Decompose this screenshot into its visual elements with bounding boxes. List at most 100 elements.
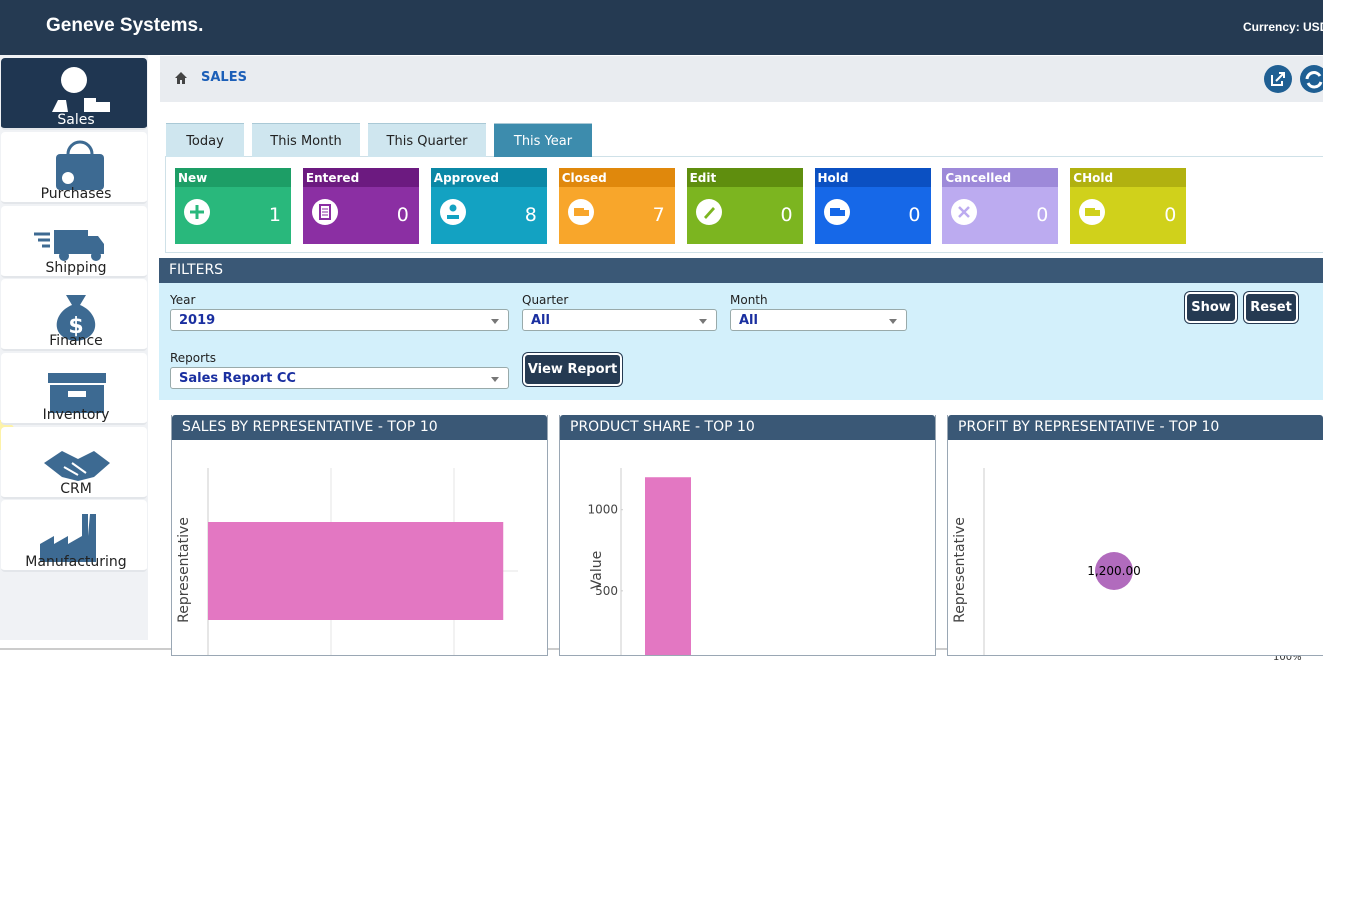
icon-shape xyxy=(91,251,101,261)
icon-shape xyxy=(88,236,104,254)
nav-icon: $ xyxy=(56,295,96,341)
icon-shape xyxy=(439,199,466,225)
nav-label: Finance xyxy=(49,333,103,349)
bar xyxy=(645,477,691,655)
nav-item[interactable]: CRM xyxy=(1,427,147,499)
filter-select[interactable]: All xyxy=(730,309,907,331)
bar xyxy=(208,522,504,620)
tab[interactable]: Today xyxy=(166,123,244,157)
status-card-icon xyxy=(823,199,850,225)
status-card-name: Approved xyxy=(430,168,547,187)
status-card-count: 0 xyxy=(908,204,921,226)
nav-item[interactable]: Shipping xyxy=(1,206,147,278)
status-card-name: Entered xyxy=(302,168,419,187)
breadcrumb-bar xyxy=(160,56,1323,102)
y-axis-label: Representative xyxy=(952,517,968,623)
nav-icon xyxy=(52,67,110,112)
icon-shape xyxy=(829,208,840,216)
status-card-name: Closed xyxy=(558,168,675,187)
chart-panel: SALES BY REPRESENTATIVE - TOP 10 Represen… xyxy=(171,415,548,656)
status-card-icon xyxy=(439,199,466,225)
icon-shape xyxy=(34,232,50,248)
nav-icon xyxy=(34,230,104,261)
chart: Representative 1,200.00 xyxy=(952,468,1141,655)
status-card[interactable]: Approved 8 xyxy=(430,168,547,244)
show-button[interactable]: Show xyxy=(1185,292,1237,323)
status-card[interactable]: Edit 0 xyxy=(686,168,803,244)
nav-label: Inventory xyxy=(42,407,110,423)
filters-title: FILTERS xyxy=(169,262,224,278)
status-card-count: 8 xyxy=(524,204,537,226)
nav-label: Sales xyxy=(57,112,95,128)
y-axis-label: Representative xyxy=(176,517,192,623)
status-card-name: Edit xyxy=(686,168,803,187)
status-card[interactable]: Entered 0 xyxy=(302,168,419,244)
status-card[interactable]: Hold 0 xyxy=(814,168,931,244)
status-card-icon xyxy=(184,199,210,225)
icon-shape xyxy=(52,98,110,112)
currency[interactable]: Currency: USD xyxy=(1243,20,1323,34)
filter-select[interactable]: All xyxy=(522,309,717,331)
home-icon[interactable] xyxy=(175,72,187,84)
view-report-button[interactable]: View Report xyxy=(523,353,622,386)
reset-button[interactable]: Reset xyxy=(1244,292,1298,323)
action-icons[interactable] xyxy=(1263,64,1323,96)
status-card[interactable]: New 1 xyxy=(175,168,291,244)
panel-title: PRODUCT SHARE - TOP 10 xyxy=(560,415,935,440)
filter-label: Reports xyxy=(170,351,217,365)
icon-shape xyxy=(54,230,88,254)
icon-shape xyxy=(68,391,86,397)
status-card-icon xyxy=(951,199,978,225)
icon-shape xyxy=(573,208,584,216)
nav-item[interactable]: Inventory xyxy=(1,353,147,425)
app: Geneve Systems. Currency: USD SALES FILT… xyxy=(0,0,1323,660)
icon-shape xyxy=(48,373,106,383)
status-card-icon xyxy=(311,199,338,225)
icon-shape xyxy=(446,215,459,219)
tab[interactable]: This Quarter xyxy=(368,123,486,157)
status-card-icon xyxy=(695,199,722,225)
filter-select[interactable]: Sales Report CC xyxy=(170,367,509,389)
nav-item[interactable]: Purchases xyxy=(1,132,147,204)
icon-shape xyxy=(56,154,104,190)
nav-item[interactable]: Manufacturing xyxy=(1,500,147,572)
brand[interactable]: Geneve Systems. xyxy=(46,15,204,36)
icon-shape xyxy=(583,210,589,216)
icon-shape xyxy=(958,206,971,218)
status-card-name: CHold xyxy=(1070,168,1187,187)
status-card-count: 1 xyxy=(268,204,281,226)
tab[interactable]: This Month xyxy=(252,123,360,157)
icon-shape xyxy=(190,205,204,219)
nav-item[interactable]: $ Finance xyxy=(1,279,147,351)
status-card-count: 0 xyxy=(396,204,409,226)
icon-shape xyxy=(66,140,94,155)
status-card-count: 0 xyxy=(780,204,793,226)
icon-shape xyxy=(59,251,69,261)
icon-shape xyxy=(321,208,328,216)
nav-label: Manufacturing xyxy=(25,554,127,570)
filter-select[interactable]: 2019 xyxy=(170,309,509,331)
status-card[interactable]: Cancelled 0 xyxy=(942,168,1059,244)
icon-shape xyxy=(839,210,845,216)
zoom-level[interactable]: 100% xyxy=(1273,652,1302,660)
panel-title: SALES BY REPRESENTATIVE - TOP 10 xyxy=(172,415,547,440)
icon-shape xyxy=(1085,208,1096,216)
status-card[interactable]: CHold 0 xyxy=(1070,168,1187,244)
panel-title: PROFIT BY REPRESENTATIVE - TOP 10 xyxy=(948,415,1323,440)
icon-shape xyxy=(63,462,87,476)
bubble xyxy=(1095,552,1133,590)
nav-icon xyxy=(40,514,96,562)
top-bar xyxy=(0,0,1323,55)
breadcrumb[interactable]: SALES xyxy=(201,70,247,85)
y-axis-label: Value xyxy=(589,551,605,589)
nav-item[interactable]: Sales xyxy=(1,58,147,130)
status-card[interactable]: Closed 7 xyxy=(558,168,675,244)
status-card-icon xyxy=(1079,199,1106,225)
icon-shape: $ xyxy=(68,314,83,339)
status-card-icon xyxy=(567,199,594,225)
status-card-name: Hold xyxy=(814,168,931,187)
tab[interactable]: This Year xyxy=(494,123,592,157)
status-card-box xyxy=(165,156,1323,253)
